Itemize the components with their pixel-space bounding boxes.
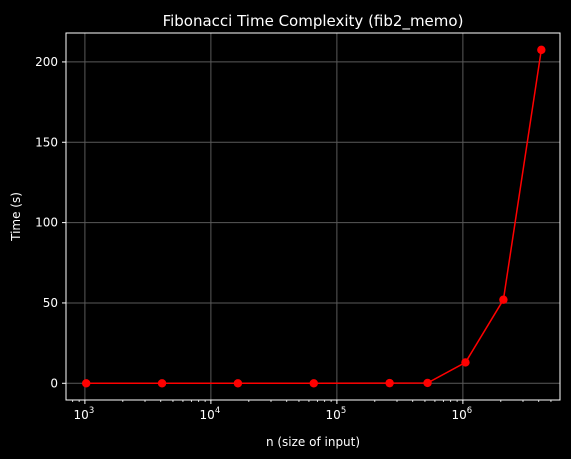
x-tick-label: 106 [452, 406, 473, 422]
y-tick-label: 100 [35, 216, 58, 230]
data-point [157, 379, 167, 388]
y-axis: 0 50 100 150 200 [35, 55, 66, 390]
y-axis-label: Time (s) [9, 192, 23, 242]
x-axis: 103 104 105 106 [72, 400, 552, 422]
data-point [309, 379, 318, 388]
y-tick-label: 0 [50, 376, 58, 390]
series-layer [81, 45, 546, 388]
chart-title: Fibonacci Time Complexity (fib2_memo) [163, 12, 464, 31]
data-point [499, 295, 508, 304]
x-tick-label: 105 [326, 406, 347, 422]
x-axis-label: n (size of input) [266, 435, 360, 449]
data-point [537, 45, 546, 55]
data-point [423, 378, 432, 388]
y-tick-label: 200 [35, 55, 58, 69]
data-point [233, 379, 243, 388]
y-tick-label: 150 [35, 135, 58, 149]
data-point [81, 379, 91, 388]
data-point [461, 358, 470, 367]
x-tick-label: 104 [200, 406, 221, 422]
y-tick-label: 50 [43, 296, 58, 310]
data-point [385, 378, 394, 388]
plot-area-frame [65, 32, 561, 401]
x-tick-label: 103 [74, 406, 95, 422]
